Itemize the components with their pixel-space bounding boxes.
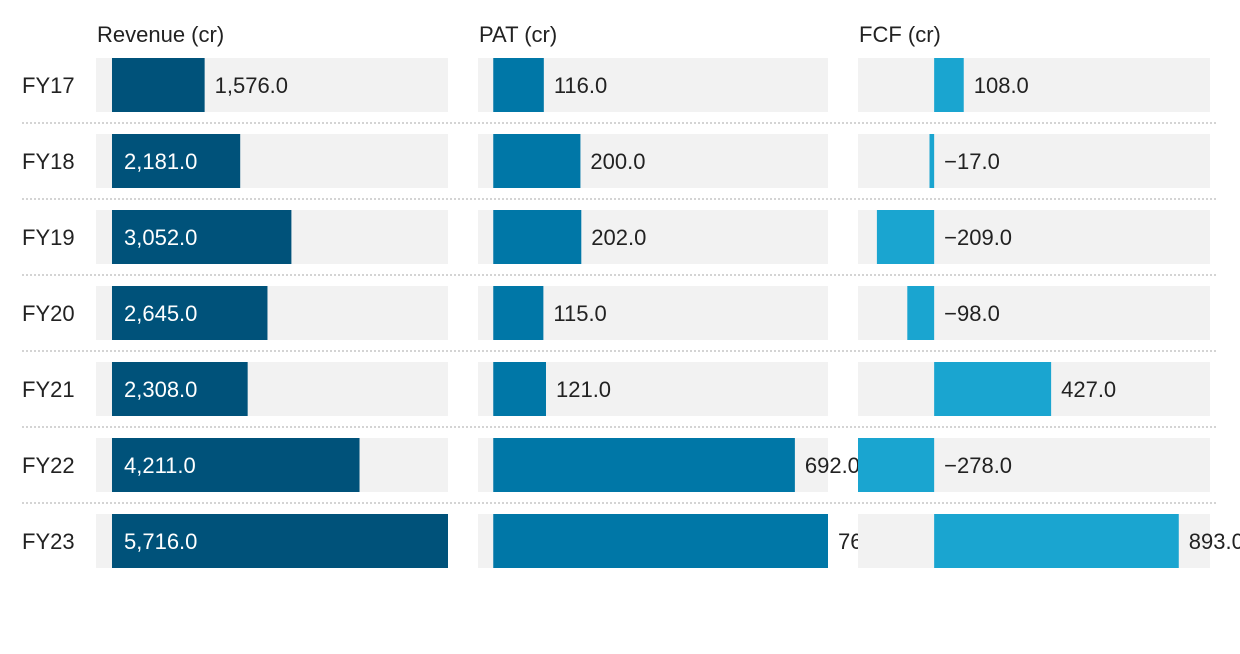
bar-1-fy17 xyxy=(111,58,205,112)
value-label-3-fy17: 108.0 xyxy=(974,73,1029,98)
value-label-3-fy22: −278.0 xyxy=(944,453,1012,478)
value-label-3-fy20: −98.0 xyxy=(944,301,1000,326)
value-label-2-fy21: 121.0 xyxy=(556,377,611,402)
value-label-2-fy22: 692.0 xyxy=(805,453,860,478)
bar-1-fy19 xyxy=(111,210,292,264)
value-label-1-fy22: 4,211.0 xyxy=(124,453,196,478)
bar-2-fy20 xyxy=(493,286,544,340)
category-label-fy23: FY23 xyxy=(22,529,75,554)
bar-3-fy23 xyxy=(934,514,1179,568)
header-3: FCF (cr) xyxy=(859,22,941,47)
bar-3-fy19 xyxy=(876,210,935,264)
value-label-1-fy21: 2,308.0 xyxy=(124,377,197,402)
bar-3-fy18 xyxy=(929,134,935,188)
header-2: PAT (cr) xyxy=(479,22,557,47)
value-label-2-fy18: 200.0 xyxy=(590,149,645,174)
bar-track xyxy=(858,58,1210,112)
category-label-fy20: FY20 xyxy=(22,301,75,326)
value-label-1-fy20: 2,645.0 xyxy=(124,301,197,326)
bar-3-fy21 xyxy=(934,362,1052,416)
value-label-2-fy17: 116.0 xyxy=(554,73,607,98)
category-label-fy19: FY19 xyxy=(22,225,75,250)
value-label-1-fy17: 1,576.0 xyxy=(215,73,288,98)
value-label-3-fy19: −209.0 xyxy=(944,225,1012,250)
bar-1-fy20 xyxy=(111,286,268,340)
bar-1-fy23 xyxy=(111,514,448,568)
value-label-1-fy19: 3,052.0 xyxy=(124,225,197,250)
bar-2-fy18 xyxy=(493,134,581,188)
category-label-fy22: FY22 xyxy=(22,453,75,478)
bar-2-fy17 xyxy=(493,58,544,112)
category-label-fy18: FY18 xyxy=(22,149,75,174)
bar-2-fy23 xyxy=(493,514,828,568)
header-1: Revenue (cr) xyxy=(97,22,224,47)
bar-3-fy20 xyxy=(907,286,935,340)
value-label-3-fy18: −17.0 xyxy=(944,149,1000,174)
bar-track xyxy=(858,134,1210,188)
bar-2-fy19 xyxy=(493,210,582,264)
category-label-fy21: FY21 xyxy=(22,377,75,402)
bar-2-fy21 xyxy=(493,362,546,416)
bar-1-fy22 xyxy=(111,438,360,492)
bar-2-fy22 xyxy=(493,438,795,492)
bar-3-fy17 xyxy=(934,58,964,112)
value-label-1-fy18: 2,181.0 xyxy=(124,149,197,174)
bar-1-fy18 xyxy=(111,134,241,188)
bar-1-fy21 xyxy=(111,362,248,416)
value-label-3-fy21: 427.0 xyxy=(1061,377,1116,402)
value-label-2-fy20: 115.0 xyxy=(553,301,606,326)
category-label-fy17: FY17 xyxy=(22,73,75,98)
value-label-1-fy23: 5,716.0 xyxy=(124,529,197,554)
value-label-2-fy19: 202.0 xyxy=(591,225,646,250)
value-label-3-fy23: 893.0 xyxy=(1189,529,1240,554)
bar-3-fy22 xyxy=(858,438,935,492)
